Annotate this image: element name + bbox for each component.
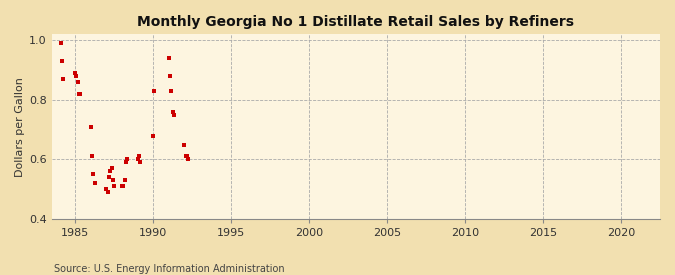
Point	[120, 160, 131, 165]
Point	[74, 92, 84, 96]
Point	[169, 112, 180, 117]
Point	[134, 154, 144, 159]
Point	[167, 109, 178, 114]
Point	[105, 169, 115, 174]
Point	[86, 154, 97, 159]
Point	[163, 56, 174, 60]
Point	[70, 71, 80, 75]
Point	[180, 154, 191, 159]
Point	[179, 142, 190, 147]
Point	[101, 187, 112, 191]
Title: Monthly Georgia No 1 Distillate Retail Sales by Refiners: Monthly Georgia No 1 Distillate Retail S…	[138, 15, 574, 29]
Point	[103, 175, 114, 180]
Point	[118, 184, 129, 188]
Point	[85, 125, 96, 129]
Point	[148, 133, 159, 138]
Point	[135, 160, 146, 165]
Point	[117, 184, 128, 188]
Point	[166, 89, 177, 93]
Point	[119, 178, 130, 182]
Point	[71, 74, 82, 78]
Point	[106, 166, 117, 170]
Point	[102, 190, 113, 194]
Point	[183, 157, 194, 162]
Point	[72, 80, 83, 84]
Text: Source: U.S. Energy Information Administration: Source: U.S. Energy Information Administ…	[54, 264, 285, 274]
Point	[107, 178, 118, 182]
Point	[89, 181, 100, 185]
Point	[75, 92, 86, 96]
Point	[122, 157, 132, 162]
Point	[182, 154, 192, 159]
Y-axis label: Dollars per Gallon: Dollars per Gallon	[15, 77, 25, 177]
Point	[149, 89, 160, 93]
Point	[58, 77, 69, 81]
Point	[55, 41, 66, 45]
Point	[88, 172, 99, 177]
Point	[165, 74, 176, 78]
Point	[57, 59, 68, 63]
Point	[132, 157, 143, 162]
Point	[109, 184, 119, 188]
